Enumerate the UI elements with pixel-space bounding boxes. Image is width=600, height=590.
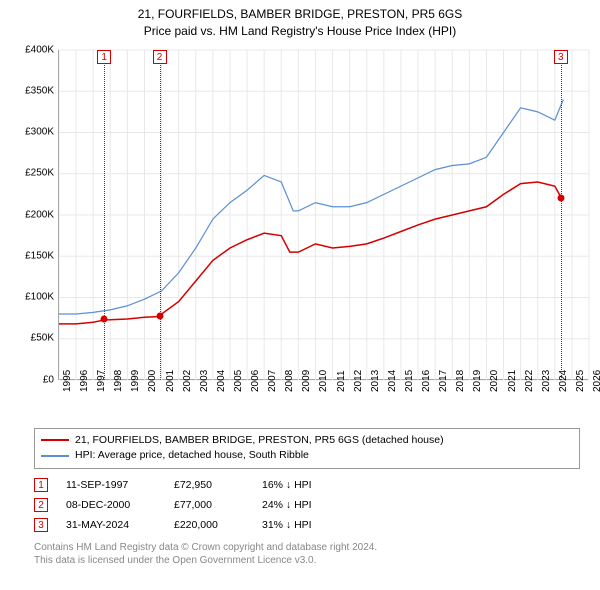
title-line-1: 21, FOURFIELDS, BAMBER BRIDGE, PRESTON, … bbox=[0, 6, 600, 23]
event-marker-box: 3 bbox=[34, 518, 48, 532]
y-tick-label: £200K bbox=[0, 209, 54, 220]
event-marker-box: 1 bbox=[34, 478, 48, 492]
chart-area: £0£50K£100K£150K£200K£250K£300K£350K£400… bbox=[34, 50, 594, 420]
marker-dot bbox=[156, 313, 163, 320]
legend-label: HPI: Average price, detached house, Sout… bbox=[75, 448, 309, 464]
legend-swatch bbox=[41, 455, 69, 457]
marker-number-box: 3 bbox=[554, 50, 568, 64]
marker-number-box: 2 bbox=[153, 50, 167, 64]
legend-label: 21, FOURFIELDS, BAMBER BRIDGE, PRESTON, … bbox=[75, 433, 444, 449]
event-diff: 31% ↓ HPI bbox=[262, 519, 352, 531]
y-tick-label: £250K bbox=[0, 168, 54, 179]
event-price: £220,000 bbox=[174, 519, 244, 531]
y-tick-label: £400K bbox=[0, 44, 54, 55]
y-tick-label: £100K bbox=[0, 292, 54, 303]
marker-dot bbox=[101, 316, 108, 323]
marker-guideline bbox=[561, 62, 562, 380]
event-date: 31-MAY-2024 bbox=[66, 519, 156, 531]
y-tick-label: £50K bbox=[0, 333, 54, 344]
event-marker-box: 2 bbox=[34, 498, 48, 512]
marker-guideline bbox=[160, 62, 161, 380]
event-price: £77,000 bbox=[174, 499, 244, 511]
marker-dot bbox=[557, 195, 564, 202]
marker-number-box: 1 bbox=[97, 50, 111, 64]
chart-container: 21, FOURFIELDS, BAMBER BRIDGE, PRESTON, … bbox=[0, 0, 600, 590]
event-row: 1 11-SEP-1997 £72,950 16% ↓ HPI bbox=[34, 475, 580, 495]
plot-region bbox=[58, 50, 588, 380]
event-row: 2 08-DEC-2000 £77,000 24% ↓ HPI bbox=[34, 495, 580, 515]
y-tick-label: £300K bbox=[0, 127, 54, 138]
footer-line-1: Contains HM Land Registry data © Crown c… bbox=[34, 541, 580, 554]
y-tick-label: £350K bbox=[0, 85, 54, 96]
plot-svg bbox=[59, 50, 589, 380]
event-diff: 16% ↓ HPI bbox=[262, 479, 352, 491]
events-table: 1 11-SEP-1997 £72,950 16% ↓ HPI 2 08-DEC-2000… bbox=[34, 475, 580, 535]
event-price: £72,950 bbox=[174, 479, 244, 491]
y-tick-label: £0 bbox=[0, 374, 54, 385]
legend-row: HPI: Average price, detached house, Sout… bbox=[41, 448, 573, 464]
legend-swatch bbox=[41, 439, 69, 441]
title-line-2: Price paid vs. HM Land Registry's House … bbox=[0, 23, 600, 40]
title-block: 21, FOURFIELDS, BAMBER BRIDGE, PRESTON, … bbox=[0, 0, 600, 44]
x-tick-label: 2026 bbox=[592, 369, 600, 391]
attribution-footer: Contains HM Land Registry data © Crown c… bbox=[34, 541, 580, 567]
legend-row: 21, FOURFIELDS, BAMBER BRIDGE, PRESTON, … bbox=[41, 433, 573, 449]
event-row: 3 31-MAY-2024 £220,000 31% ↓ HPI bbox=[34, 515, 580, 535]
event-date: 11-SEP-1997 bbox=[66, 479, 156, 491]
marker-guideline bbox=[104, 62, 105, 380]
event-diff: 24% ↓ HPI bbox=[262, 499, 352, 511]
footer-line-2: This data is licensed under the Open Gov… bbox=[34, 554, 580, 567]
legend: 21, FOURFIELDS, BAMBER BRIDGE, PRESTON, … bbox=[34, 428, 580, 470]
y-tick-label: £150K bbox=[0, 250, 54, 261]
event-date: 08-DEC-2000 bbox=[66, 499, 156, 511]
